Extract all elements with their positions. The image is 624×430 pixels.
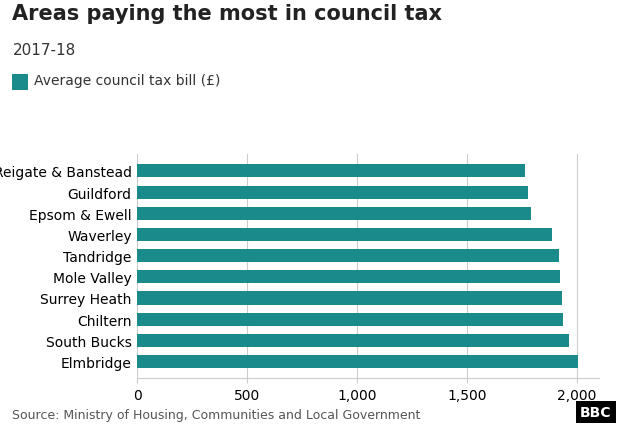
Bar <box>137 165 525 178</box>
Text: Source: Ministry of Housing, Communities and Local Government: Source: Ministry of Housing, Communities… <box>12 408 421 421</box>
Bar <box>137 292 562 305</box>
Text: Areas paying the most in council tax: Areas paying the most in council tax <box>12 4 442 24</box>
Bar <box>137 228 552 242</box>
Bar <box>137 207 531 220</box>
Bar <box>137 355 578 368</box>
Bar <box>137 334 568 347</box>
Text: Average council tax bill (£): Average council tax bill (£) <box>34 74 221 88</box>
Bar <box>137 186 528 199</box>
Bar <box>137 313 563 326</box>
Text: 2017-18: 2017-18 <box>12 43 76 58</box>
Text: BBC: BBC <box>580 405 612 419</box>
Bar <box>137 270 560 284</box>
Bar <box>137 249 558 263</box>
